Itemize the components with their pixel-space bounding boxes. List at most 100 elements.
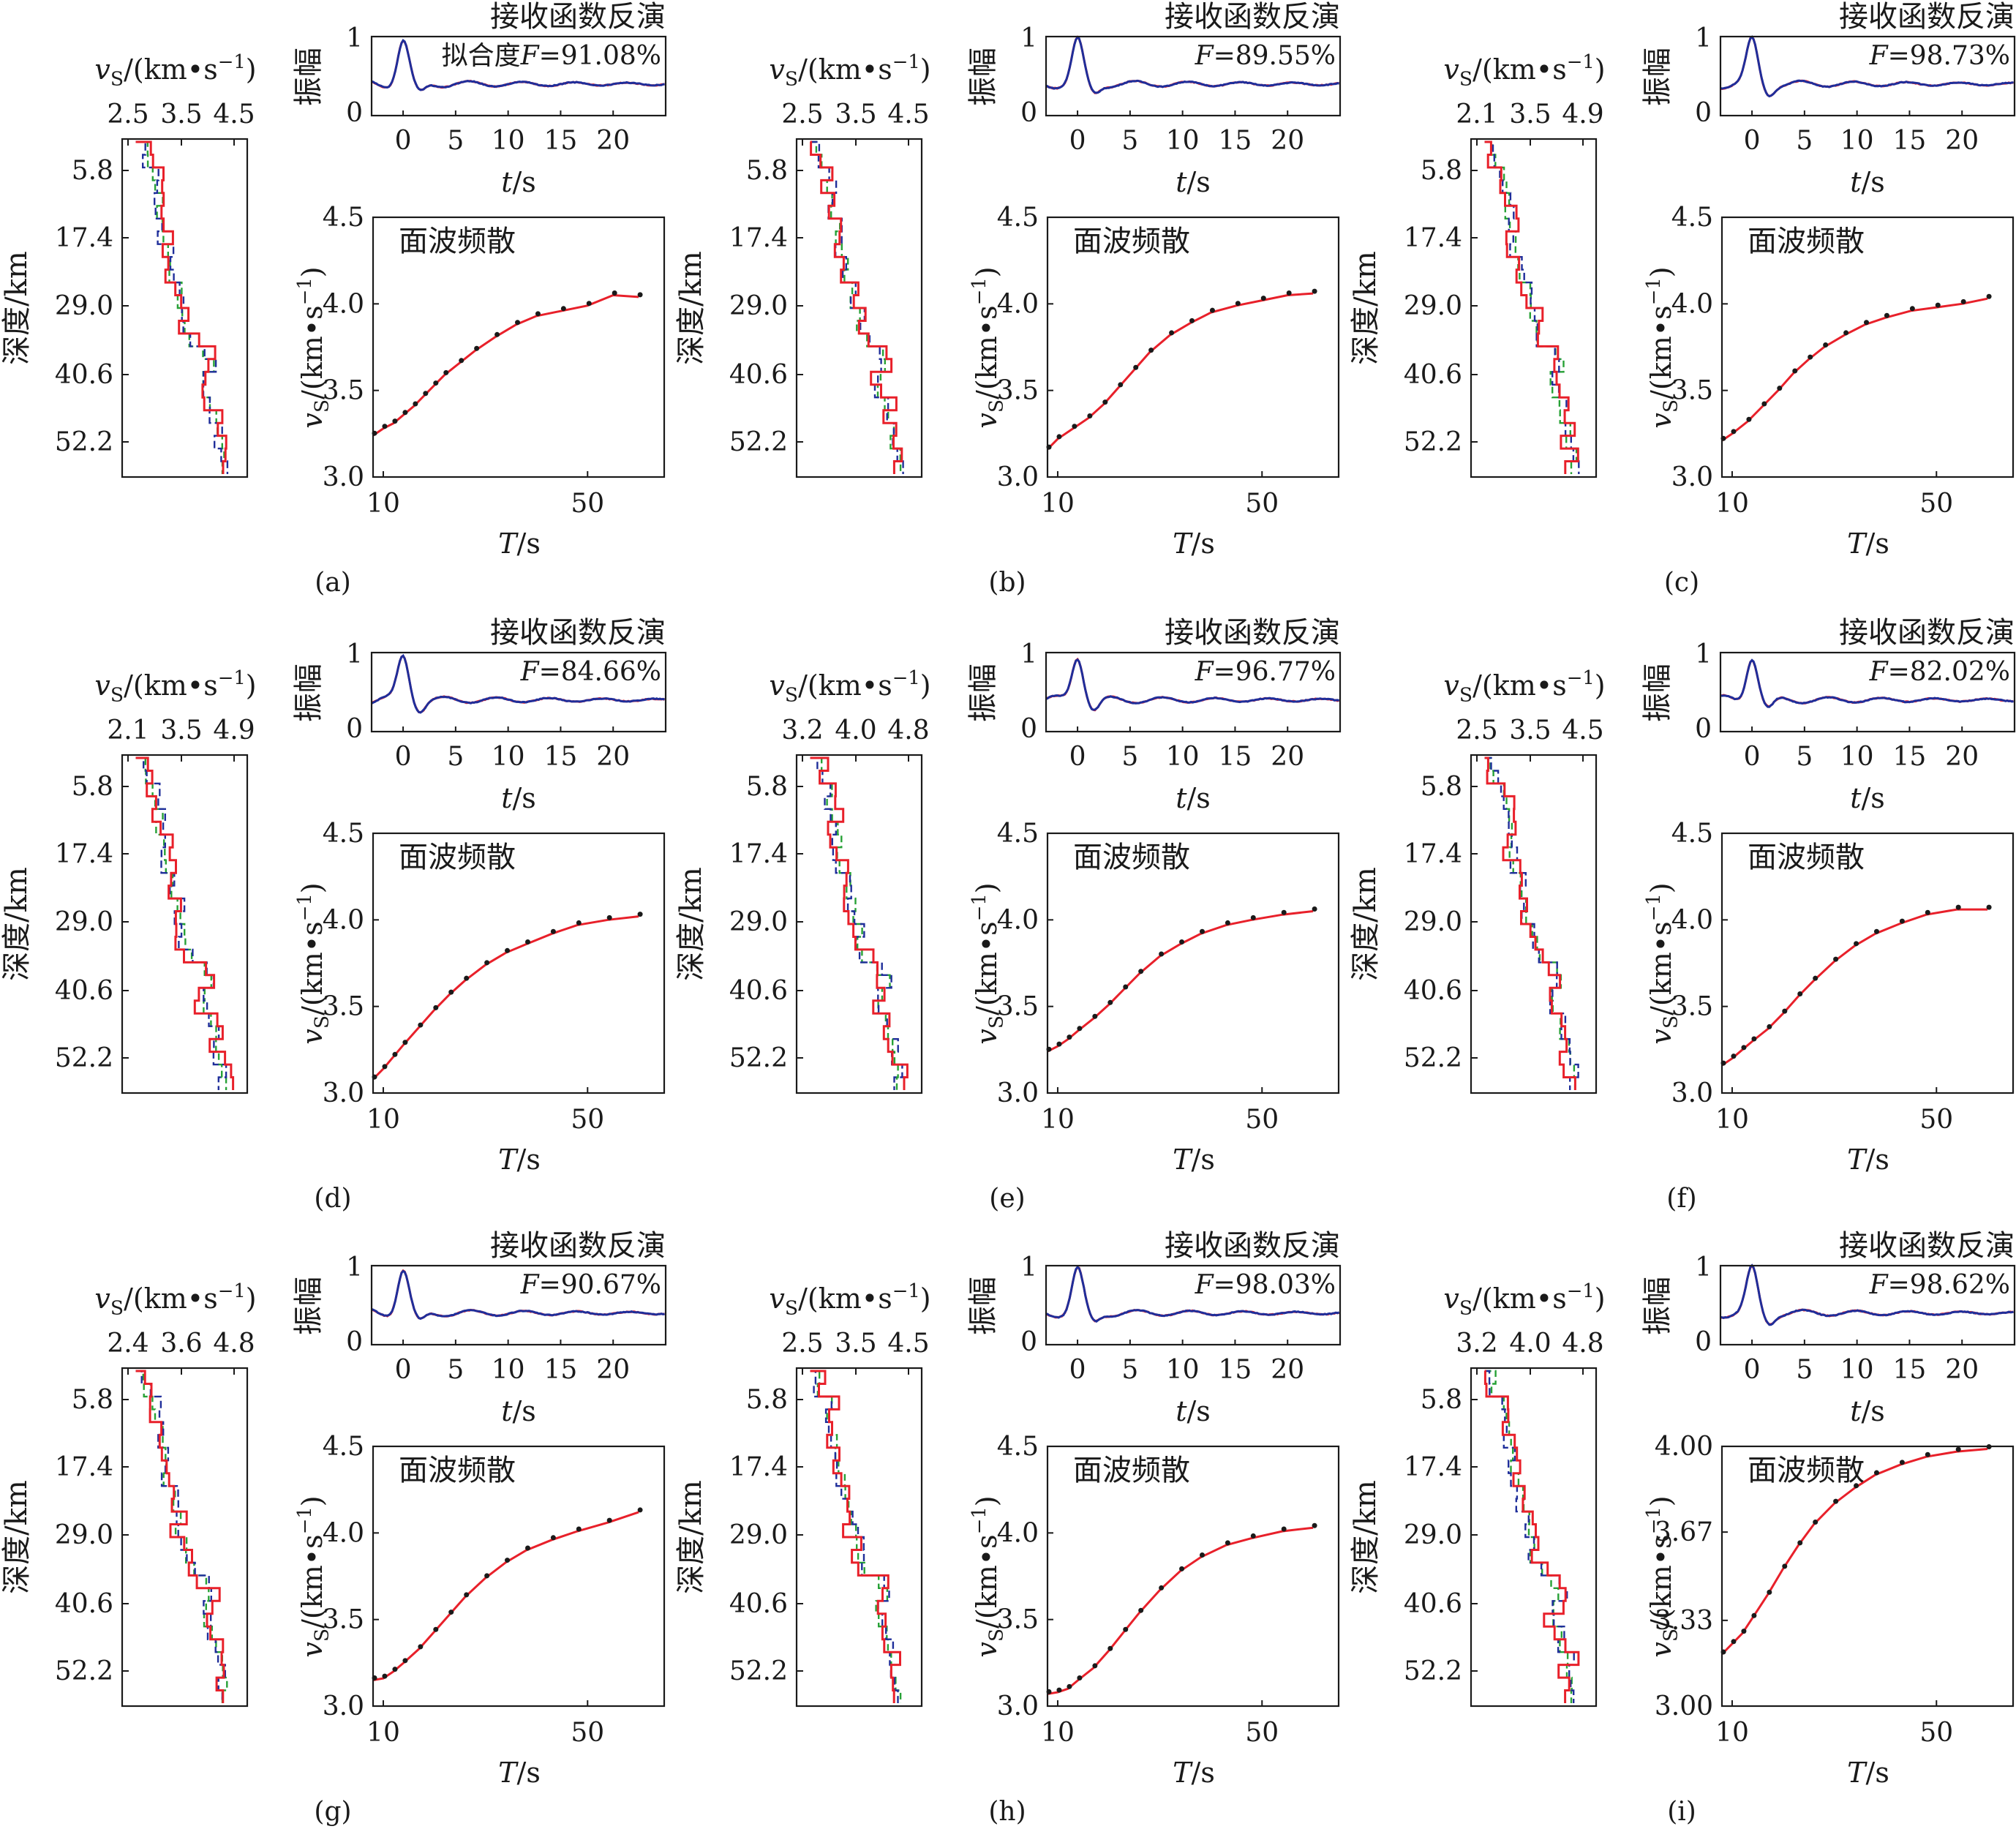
dispersion-fit-line xyxy=(372,293,639,437)
dispersion-point xyxy=(1159,1585,1165,1590)
dispersion-point xyxy=(1107,1645,1113,1651)
rf-title: 接收函数反演 xyxy=(1839,616,2015,650)
rf-ylabel: 振幅 xyxy=(1641,664,1674,722)
dispersion-point xyxy=(1767,1024,1772,1029)
dispersion-point xyxy=(1884,312,1889,318)
depth-axis-label: 深度/km xyxy=(674,1480,708,1594)
sw-xtick-label: 50 xyxy=(1919,489,1953,519)
depth-tick-label: 40.6 xyxy=(55,1589,113,1619)
rf-xtick-label: 5 xyxy=(447,742,464,772)
rf-xlabel: t/s xyxy=(501,166,536,198)
rf-fit-label: F=84.66% xyxy=(520,657,661,687)
sw-title: 面波频散 xyxy=(1748,1454,1865,1487)
dispersion-point xyxy=(418,1022,424,1028)
depth-tick-label: 40.6 xyxy=(55,360,113,390)
depth-axis-label: 深度/km xyxy=(674,251,708,365)
rf-xtick-label: 20 xyxy=(1945,1355,1979,1385)
dispersion-point xyxy=(1873,928,1879,934)
rf-frame xyxy=(1045,35,1342,117)
velocity-tick-label: 3.5 xyxy=(1509,716,1551,746)
dispersion-point xyxy=(515,320,521,326)
dispersion-point xyxy=(1118,382,1124,388)
dispersion-point xyxy=(612,290,617,296)
dispersion-point xyxy=(1250,1533,1256,1539)
sw-ytick-label: 4.5 xyxy=(323,1432,364,1462)
rf-ylabel: 振幅 xyxy=(292,664,326,722)
rf-xtick-label: 10 xyxy=(492,742,525,772)
dispersion-point xyxy=(1813,975,1818,981)
dispersion-point xyxy=(1092,1663,1098,1669)
rf-xtick-label: 10 xyxy=(1840,1355,1874,1385)
rf-ytick-label: 1 xyxy=(1020,1252,1037,1282)
depth-tick-label: 40.6 xyxy=(1404,1589,1462,1619)
depth-axis-label: 深度/km xyxy=(1349,251,1383,365)
dispersion-point xyxy=(392,1051,398,1057)
rf-xtick-label: 5 xyxy=(447,1355,464,1385)
velocity-tick-label: 2.5 xyxy=(781,99,823,129)
dispersion-point xyxy=(448,1610,454,1615)
depth-tick-label: 29.0 xyxy=(55,907,113,937)
depth-tick-label: 17.4 xyxy=(729,223,788,253)
sw-ylabel: vS/(km•s−1) xyxy=(1643,882,1682,1044)
panel-label: (c) xyxy=(1664,568,1699,598)
sw-ytick-label: 4.00 xyxy=(1655,1432,1713,1462)
dispersion-frame xyxy=(372,832,666,1094)
velocity-tick-label: 2.1 xyxy=(1456,99,1497,129)
rf-frame xyxy=(370,1264,667,1346)
dispersion-point xyxy=(1225,920,1230,925)
dispersion-point xyxy=(535,311,541,317)
velocity-tick-label: 4.9 xyxy=(1562,99,1603,129)
mean-model-line xyxy=(810,1370,899,1703)
velocity-profile: vS/(km•s−1) 2.5 3.5 4.5 5.8 17.4 29.0 40.6 52.2 深… xyxy=(1349,667,1606,1094)
sw-ytick-label: 3.5 xyxy=(997,376,1039,406)
sw-xtick-label: 10 xyxy=(1041,489,1075,519)
inverted-model-line xyxy=(135,756,235,1090)
sw-ytick-label: 3.5 xyxy=(1671,992,1713,1022)
depth-tick-label: 5.8 xyxy=(72,1385,113,1415)
rf-xlabel: t/s xyxy=(501,1395,536,1427)
sw-ytick-label: 3.0 xyxy=(323,1078,364,1108)
velocity-tick-label: 2.5 xyxy=(1456,716,1497,746)
sw-ytick-label: 4.5 xyxy=(997,819,1039,849)
dispersion-point xyxy=(382,1064,388,1070)
subfigure-a: vS/(km•s−1) 2.5 3.5 4.5 5.8 17.4 29.0 40.6 52.2 深… xyxy=(0,0,667,598)
dispersion-point xyxy=(1986,904,1992,910)
depth-tick-label: 40.6 xyxy=(1404,360,1462,390)
rf-xtick-label: 0 xyxy=(1069,126,1086,156)
sw-ytick-label: 3.0 xyxy=(997,462,1039,492)
rf-title: 接收函数反演 xyxy=(1165,616,1340,650)
rf-ytick-label: 1 xyxy=(1695,23,1712,53)
rf-synthetic-line xyxy=(371,653,665,714)
sw-xlabel: T/s xyxy=(1847,1757,1889,1789)
rf-ytick-label: 0 xyxy=(346,98,363,128)
depth-axis-label: 深度/km xyxy=(674,867,708,981)
rf-xtick-label: 15 xyxy=(544,742,578,772)
subfigure-i: vS/(km•s−1) 3.2 4.0 4.8 5.8 17.4 29.0 40.6 52.2 深… xyxy=(1349,1229,2016,1827)
sw-ytick-label: 4.5 xyxy=(323,203,364,233)
rf-ytick-label: 1 xyxy=(346,639,363,669)
inverted-model-line xyxy=(1483,1370,1580,1703)
rf-xtick-label: 0 xyxy=(395,1355,412,1385)
rf-fit-label: F=89.55% xyxy=(1195,41,1336,71)
rf-title: 接收函数反演 xyxy=(1839,0,2015,34)
dispersion-point xyxy=(637,912,643,917)
rf-ylabel: 振幅 xyxy=(292,1277,326,1335)
sw-ytick-label: 4.0 xyxy=(323,905,364,935)
dispersion-point xyxy=(1138,1607,1144,1613)
inverted-model-line xyxy=(135,1370,225,1703)
sw-ylabel: vS/(km•s−1) xyxy=(294,266,334,428)
dispersion-panel: 3.0 3.5 4.0 4.5 10 50 T/s vS/(km•s−1) 面波频散 xyxy=(968,819,1340,1176)
dispersion-point xyxy=(1960,298,1966,304)
rf-xtick-label: 20 xyxy=(1271,1355,1304,1385)
rf-title: 接收函数反演 xyxy=(490,616,666,650)
sw-ytick-label: 3.0 xyxy=(323,462,364,492)
depth-tick-label: 29.0 xyxy=(1404,907,1462,937)
sw-xtick-label: 10 xyxy=(1041,1718,1075,1748)
depth-tick-label: 52.2 xyxy=(55,1043,113,1073)
rf-xtick-label: 15 xyxy=(1893,1355,1927,1385)
rf-xtick-label: 10 xyxy=(492,126,525,156)
sw-title: 面波频散 xyxy=(1073,841,1190,874)
dispersion-point xyxy=(392,418,398,424)
dispersion-point xyxy=(576,920,582,925)
